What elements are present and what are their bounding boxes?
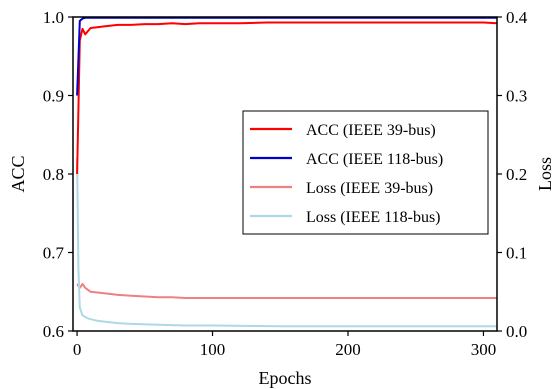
legend-box [242, 110, 489, 235]
legend: ACC (IEEE 39-bus) ACC (IEEE 118-bus) Los… [242, 110, 489, 235]
y-axis-left-title: ACC [8, 155, 28, 192]
ticks: 0 100 200 300 0.6 0.7 0.8 0.9 1.0 0.0 0.1 0.2 0.3 0.4 [43, 8, 528, 359]
x-axis-title: Epochs [259, 368, 312, 388]
plot-lines [76, 16, 498, 328]
legend-label-acc-39: ACC (IEEE 39-bus) [306, 122, 436, 139]
x-tick-label: 200 [335, 340, 361, 359]
y-left-tick-label: 0.7 [43, 244, 65, 263]
series-line-3 [76, 158, 497, 328]
y-axis-right-title: Loss [535, 157, 555, 191]
legend-label-acc-118: ACC (IEEE 118-bus) [306, 151, 443, 168]
y-right-tick-label: 0.1 [506, 244, 527, 263]
series-line-0 [76, 21, 498, 175]
x-tick-label: 100 [200, 340, 226, 359]
y-right-tick-label: 0.3 [506, 87, 527, 106]
y-right-tick-label: 0.4 [506, 8, 528, 27]
y-right-tick-label: 0.0 [506, 322, 527, 341]
x-tick-label: 300 [471, 340, 497, 359]
y-left-tick-label: 0.6 [43, 322, 64, 341]
y-left-tick-label: 0.8 [43, 165, 64, 184]
legend-label-loss-39: Loss (IEEE 39-bus) [306, 180, 433, 197]
y-right-tick-label: 0.2 [506, 165, 527, 184]
y-left-tick-label: 0.9 [43, 87, 64, 106]
series-line-1 [76, 16, 497, 96]
x-tick-label: 0 [73, 340, 82, 359]
series-line-2 [76, 282, 497, 299]
y-left-tick-label: 1.0 [43, 8, 64, 27]
legend-label-loss-118: Loss (IEEE 118-bus) [306, 209, 441, 226]
